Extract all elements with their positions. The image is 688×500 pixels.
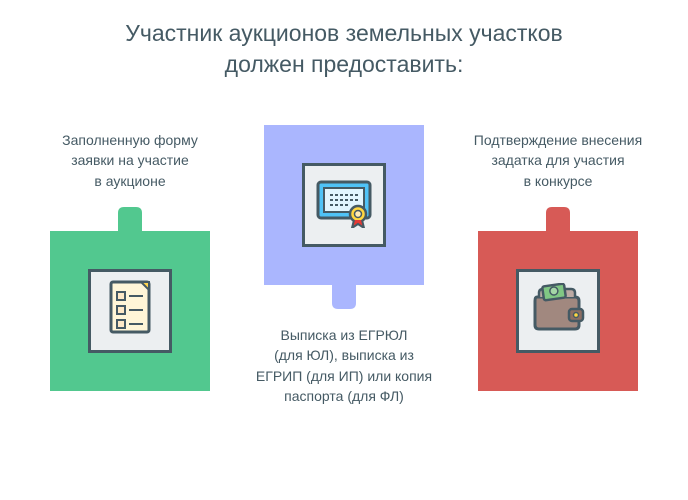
title-line-2: должен предоставить: <box>225 51 464 77</box>
connector-tab-right <box>540 201 576 231</box>
wallet-money-icon <box>529 283 587 338</box>
box-right <box>478 231 638 391</box>
infographic-columns: Заполненную форму заявки на участие в ау… <box>0 130 688 500</box>
caption-right: Подтверждение внесения задатка для участ… <box>448 130 668 191</box>
certificate-icon <box>314 178 374 233</box>
icon-frame-center <box>302 163 386 247</box>
caption-left: Заполненную форму заявки на участие в ау… <box>20 130 240 191</box>
connector-tab-center <box>326 285 362 315</box>
title-line-1: Участник аукционов земельных участков <box>125 20 563 46</box>
icon-frame-right <box>516 269 600 353</box>
form-icon <box>105 280 155 341</box>
column-application-form: Заполненную форму заявки на участие в ау… <box>20 130 240 391</box>
column-registry-extract: Выписка из ЕГРЮЛ (для ЮЛ), выписка из ЕГ… <box>234 130 454 406</box>
caption-center: Выписка из ЕГРЮЛ (для ЮЛ), выписка из ЕГ… <box>234 325 454 406</box>
connector-tab-left <box>112 201 148 231</box>
page-title: Участник аукционов земельных участков до… <box>0 0 688 80</box>
box-left <box>50 231 210 391</box>
icon-frame-left <box>88 269 172 353</box>
box-center <box>264 125 424 285</box>
column-deposit-confirmation: Подтверждение внесения задатка для участ… <box>448 130 668 391</box>
